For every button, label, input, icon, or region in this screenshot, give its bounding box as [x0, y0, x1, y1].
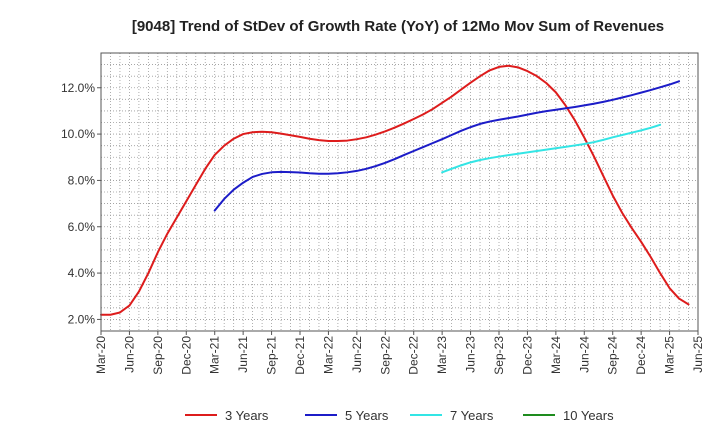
x-tick-label: Jun-23	[464, 336, 478, 373]
x-axis-ticks: Mar-20 Jun-20 Sep-20 Dec-20 Mar-21 Jun-21 Sep-…	[94, 331, 705, 375]
plot-frame	[100, 52, 699, 332]
x-tick-label: Jun-22	[350, 336, 364, 373]
legend: 3 Years 5 Years 7 Years 10 Years	[185, 408, 614, 423]
x-tick-label: Mar-22	[321, 336, 335, 374]
y-tick-label: 4.0%	[68, 266, 96, 280]
x-tick-label: Mar-25	[663, 336, 677, 374]
x-tick-label: Mar-20	[94, 336, 108, 374]
y-axis-ticks: 2.0% 4.0% 6.0% 8.0% 10.0% 12.0%	[61, 81, 101, 326]
plot-grid	[101, 53, 698, 331]
series-line-7-years	[441, 123, 662, 174]
x-tick-label: Dec-21	[293, 336, 307, 375]
x-tick-label: Sep-22	[378, 336, 392, 375]
legend-label: 10 Years	[563, 408, 614, 423]
series-line-5-years	[213, 80, 681, 212]
series-lines	[100, 64, 690, 316]
x-tick-label: Jun-20	[122, 336, 136, 373]
series-line-3-years	[100, 64, 690, 316]
x-tick-label: Mar-23	[435, 336, 449, 374]
legend-label: 3 Years	[225, 408, 269, 423]
x-tick-label: Sep-20	[151, 336, 165, 375]
x-tick-label: Jun-24	[577, 336, 591, 373]
chart-title: [9048] Trend of StDev of Growth Rate (Yo…	[132, 18, 664, 35]
x-tick-label: Sep-21	[265, 336, 279, 375]
y-tick-label: 2.0%	[68, 312, 96, 326]
x-tick-label: Dec-23	[520, 336, 534, 375]
legend-label: 5 Years	[345, 408, 389, 423]
y-tick-label: 12.0%	[61, 81, 95, 95]
x-tick-label: Dec-24	[634, 336, 648, 375]
x-tick-label: Dec-20	[179, 336, 193, 375]
x-tick-label: Dec-22	[407, 336, 421, 375]
x-tick-label: Jun-21	[236, 336, 250, 373]
x-tick-label: Mar-21	[208, 336, 222, 374]
y-tick-label: 8.0%	[68, 173, 96, 187]
x-tick-label: Mar-24	[549, 336, 563, 374]
legend-label: 7 Years	[450, 408, 494, 423]
y-tick-label: 10.0%	[61, 127, 95, 141]
x-tick-label: Jun-25	[691, 336, 705, 373]
y-tick-label: 6.0%	[68, 220, 96, 234]
x-tick-label: Sep-23	[492, 336, 506, 375]
x-tick-label: Sep-24	[606, 336, 620, 375]
